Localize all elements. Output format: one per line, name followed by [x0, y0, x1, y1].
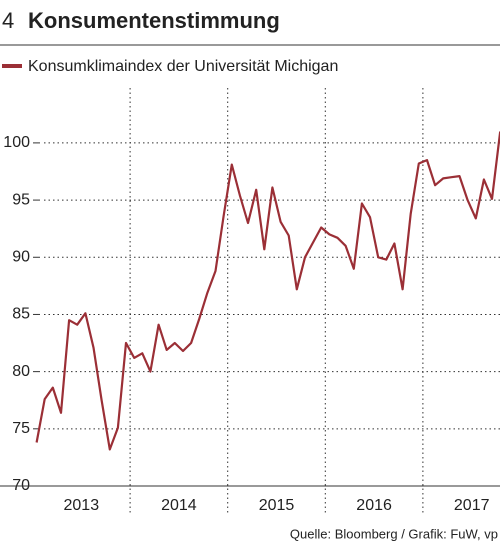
x-tick-label: 2016 — [356, 497, 392, 514]
chart-number: 4 — [2, 8, 14, 33]
y-tick-label: 95 — [12, 191, 30, 208]
data-line — [35, 131, 500, 451]
chart-title: Konsumentenstimmung — [28, 8, 280, 33]
x-tick-label: 2017 — [454, 497, 490, 514]
legend-label: Konsumklimaindex der Universität Michiga… — [28, 58, 338, 75]
y-tick-label: 85 — [12, 306, 30, 323]
x-tick-label: 2013 — [64, 497, 100, 514]
y-tick-label: 75 — [12, 420, 30, 437]
x-tick-label: 2014 — [161, 497, 197, 514]
y-tick-label: 100 — [3, 134, 30, 151]
y-tick-label: 90 — [12, 248, 30, 265]
x-tick-label: 2015 — [259, 497, 295, 514]
source: Quelle: Bloomberg / Grafik: FuW, vp — [290, 526, 498, 541]
y-tick-label: 80 — [12, 363, 30, 380]
